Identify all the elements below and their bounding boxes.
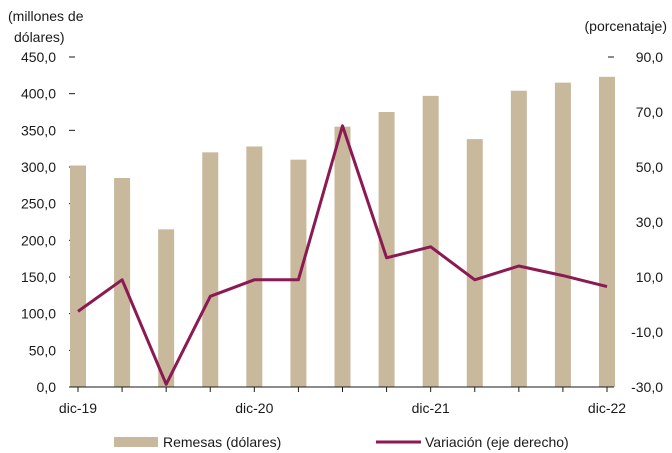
- left-tick-label: 250,0: [21, 196, 56, 212]
- bar: [158, 229, 175, 387]
- bar: [510, 90, 527, 387]
- x-tick-label: dic-20: [235, 400, 273, 416]
- bar-series: [70, 76, 615, 388]
- left-axis: 0,0 50,0 100,0 150,0 200,0 250,0 300,0 350,0 400…: [21, 49, 75, 395]
- right-tick-label: -10,0: [631, 324, 663, 340]
- bar: [554, 82, 571, 388]
- right-tick-label: -30,0: [631, 379, 663, 395]
- left-tick-label: 150,0: [21, 269, 56, 285]
- legend-swatch-bars: [114, 437, 158, 447]
- legend-label-line: Variación (eje derecho): [425, 434, 569, 450]
- right-tick-label: 30,0: [636, 214, 663, 230]
- left-tick-label: 0,0: [37, 379, 57, 395]
- right-tick-label: 90,0: [636, 49, 663, 65]
- x-tick-label: dic-21: [412, 400, 450, 416]
- bar: [334, 126, 351, 388]
- line-series: [77, 124, 608, 386]
- bar: [70, 165, 86, 387]
- legend-label-bars: Remesas (dólares): [163, 434, 281, 450]
- bar: [246, 146, 263, 387]
- x-tick-label: dic-19: [59, 400, 97, 416]
- bar: [290, 159, 307, 387]
- left-tick-label: 350,0: [21, 122, 56, 138]
- right-axis: -30,0 -10,0 10,0 30,0 50,0 70,0 90,0: [608, 49, 663, 395]
- left-tick-label: 400,0: [21, 86, 56, 102]
- bar: [466, 139, 483, 387]
- bar: [378, 112, 395, 387]
- x-tick-label: dic-22: [588, 400, 626, 416]
- bar: [599, 76, 615, 388]
- left-tick-label: 50,0: [29, 342, 56, 358]
- x-axis: dic-19 dic-20 dic-21 dic-22: [59, 387, 626, 416]
- bar: [202, 152, 219, 387]
- left-tick-label: 450,0: [21, 49, 56, 65]
- bar: [422, 95, 439, 387]
- legend: Remesas (dólares) Variación (eje derecho…: [114, 434, 569, 450]
- right-tick-label: 50,0: [636, 159, 663, 175]
- left-tick-label: 200,0: [21, 232, 56, 248]
- left-tick-label: 100,0: [21, 306, 56, 322]
- left-tick-label: 300,0: [21, 159, 56, 175]
- left-axis-title-line2: dólares): [14, 29, 65, 45]
- right-tick-label: 70,0: [636, 104, 663, 120]
- left-axis-title-line1: (millones de: [8, 8, 84, 24]
- right-axis-title: (porcenataje): [585, 18, 668, 34]
- right-tick-label: 10,0: [636, 269, 663, 285]
